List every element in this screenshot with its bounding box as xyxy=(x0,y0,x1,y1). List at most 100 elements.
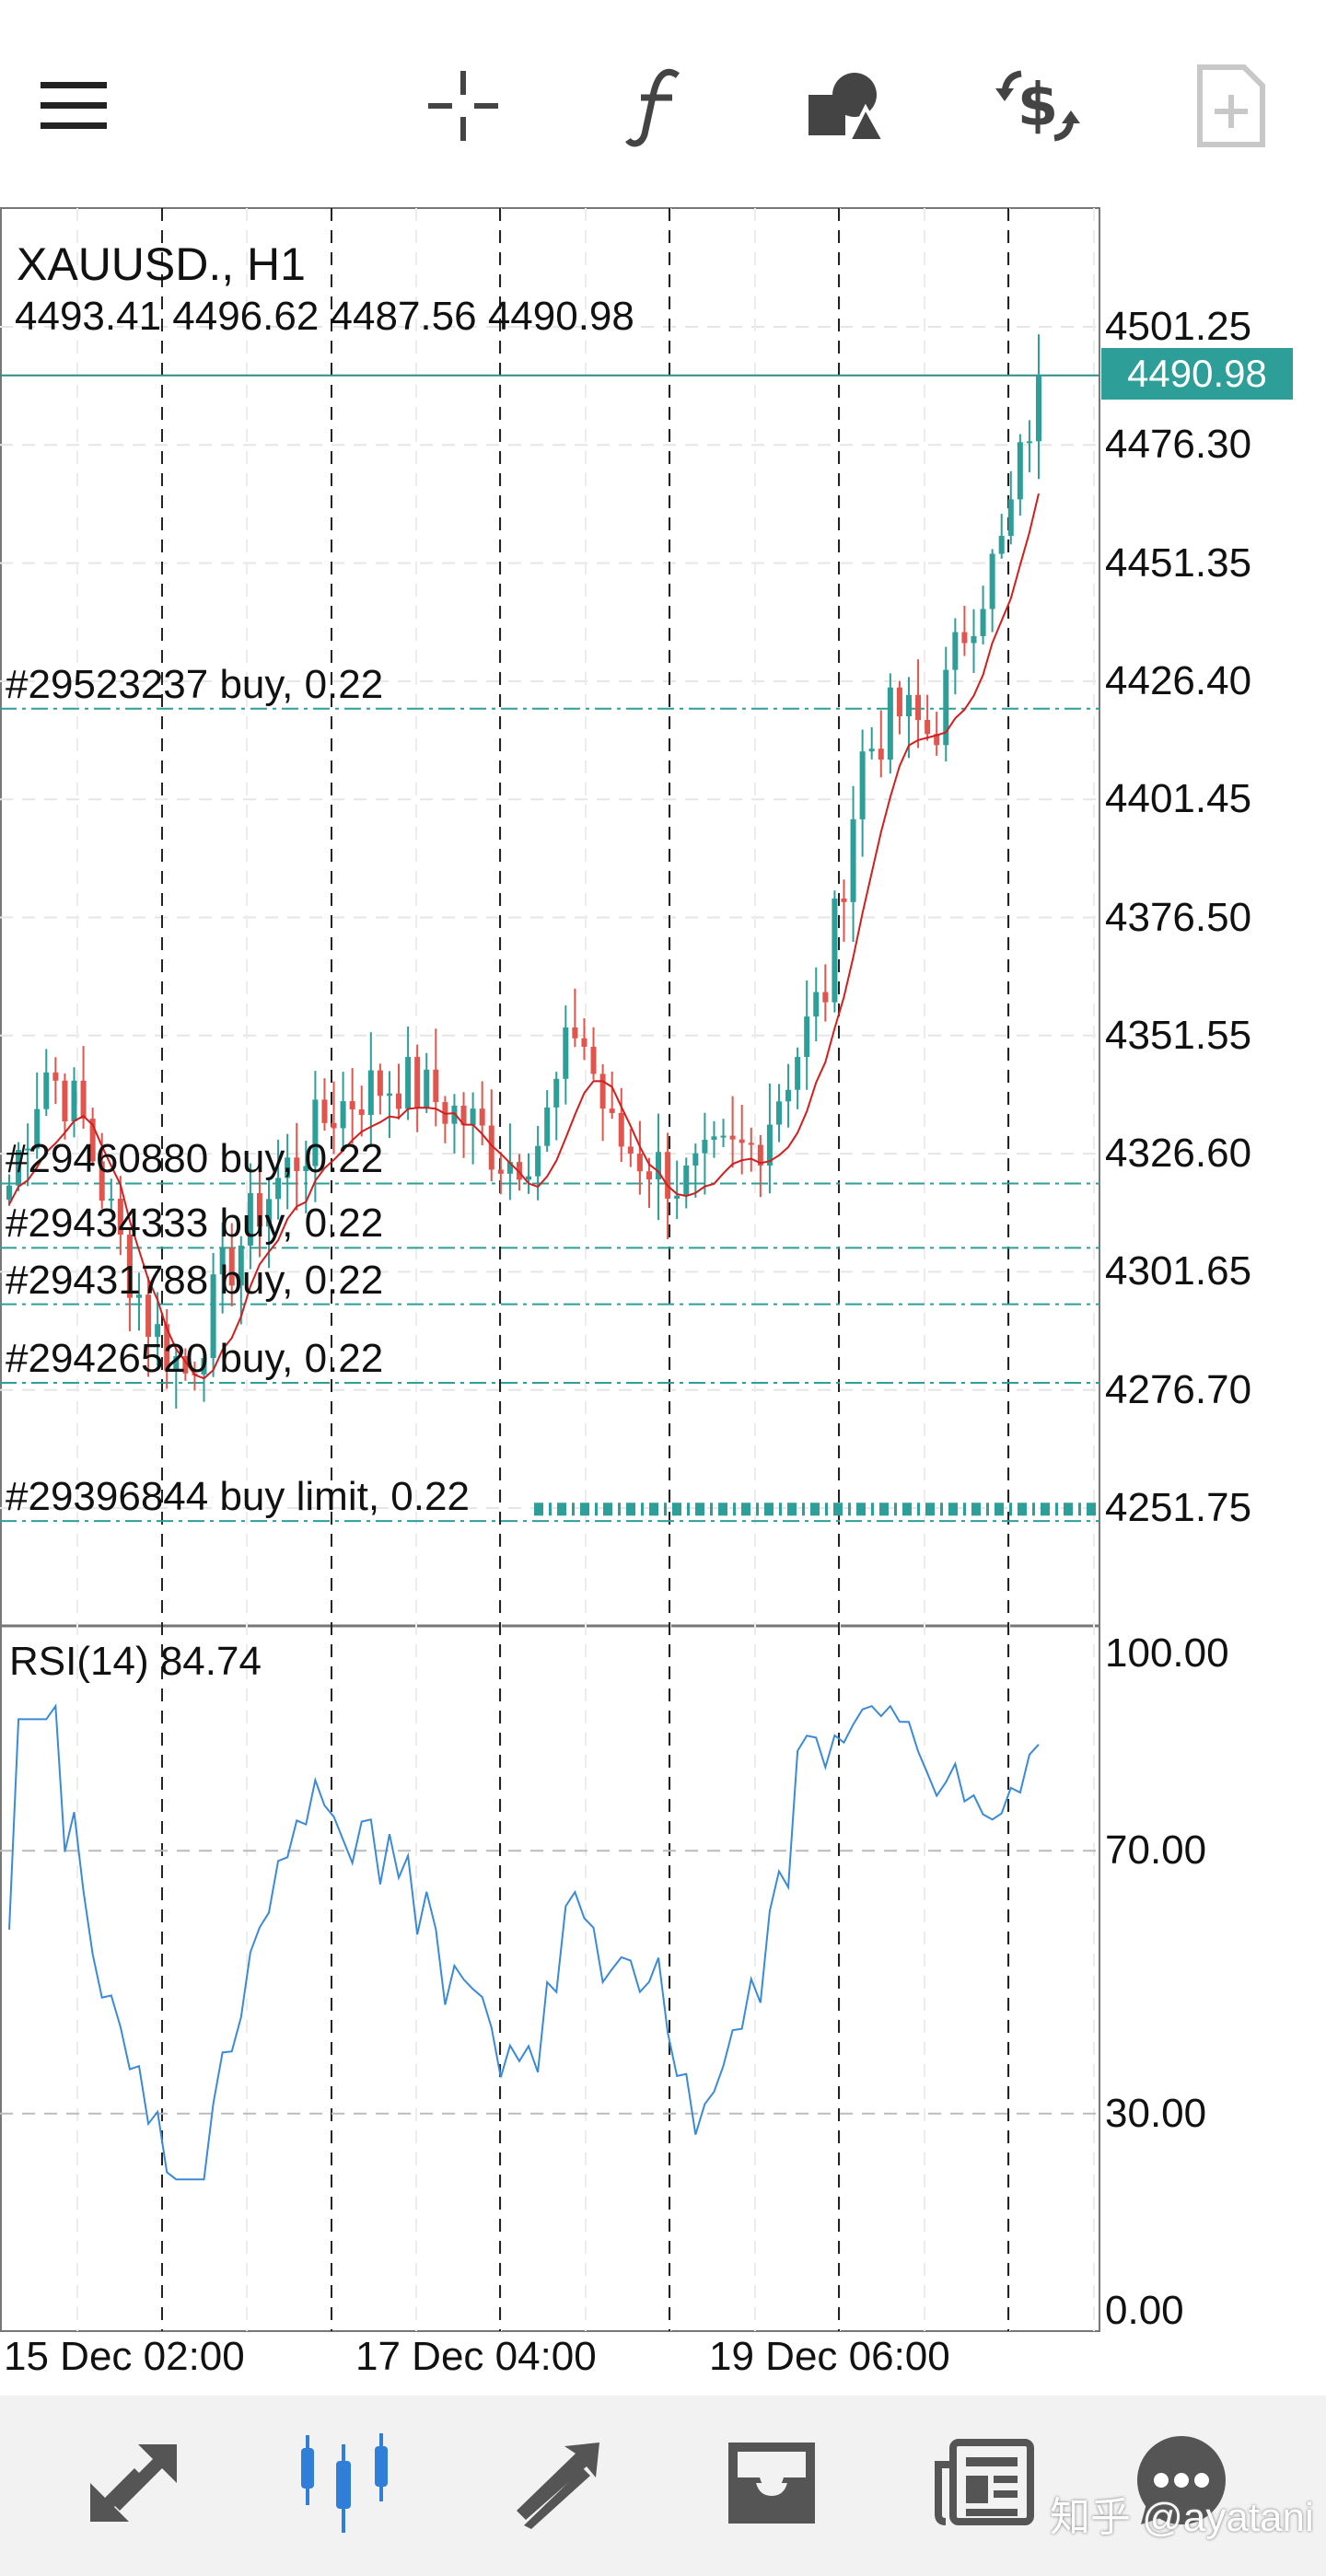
candle-body xyxy=(285,1157,291,1178)
current-price-tag: 4490.98 xyxy=(1101,348,1293,400)
candle-body xyxy=(775,1101,782,1125)
candle-body xyxy=(164,1324,170,1371)
candle-body xyxy=(433,1069,439,1103)
candle-body xyxy=(6,1185,12,1201)
order-label[interactable]: #29460880 buy, 0.22 xyxy=(6,1136,384,1182)
candle-body xyxy=(414,1057,421,1108)
candle-body xyxy=(256,1192,262,1227)
candle-body xyxy=(998,536,1005,554)
new-order-icon[interactable] xyxy=(1181,55,1282,157)
history-icon[interactable] xyxy=(712,2423,832,2543)
price-axis-label: 4451.35 xyxy=(1105,540,1252,586)
price-axis-label: 4376.50 xyxy=(1105,894,1252,940)
candle-body xyxy=(813,992,820,1017)
candle-body xyxy=(52,1072,59,1081)
candle-body xyxy=(71,1080,77,1122)
candle-body xyxy=(832,898,838,1003)
candle-body xyxy=(238,1245,244,1286)
rsi-axis-label: 0.00 xyxy=(1105,2288,1184,2333)
candle-body xyxy=(850,818,856,902)
candle-body xyxy=(739,1139,745,1143)
price-axis-label: 4501.25 xyxy=(1105,304,1252,349)
order-label[interactable]: #29426520 buy, 0.22 xyxy=(6,1335,384,1381)
candle-body xyxy=(711,1136,717,1141)
candle-body xyxy=(228,1247,235,1286)
trade-icon[interactable]: $ xyxy=(987,55,1088,157)
candle-body xyxy=(627,1146,634,1154)
crosshair-icon[interactable] xyxy=(413,55,514,157)
candle-body xyxy=(405,1057,412,1109)
price-chart[interactable] xyxy=(0,0,1326,2394)
candle-body xyxy=(488,1125,494,1170)
price-axis-label: 4326.60 xyxy=(1105,1131,1252,1177)
candle-body xyxy=(795,1057,801,1090)
candle-body xyxy=(340,1101,346,1129)
candle-body xyxy=(155,1324,161,1338)
rsi-label: RSI(14) 84.74 xyxy=(9,1639,262,1684)
candle-body xyxy=(618,1112,624,1147)
candle-body xyxy=(331,1122,337,1129)
candle-body xyxy=(424,1069,430,1108)
order-label[interactable]: #29434333 buy, 0.22 xyxy=(6,1201,384,1247)
candle-body xyxy=(210,1274,216,1359)
candle-body xyxy=(25,1148,31,1151)
candle-body xyxy=(516,1162,522,1180)
top-toolbar: $ xyxy=(0,0,1326,208)
objects-icon[interactable] xyxy=(796,55,897,157)
candle-body xyxy=(1017,442,1023,500)
candle-body xyxy=(656,1152,662,1179)
order-label[interactable]: #29523237 buy, 0.22 xyxy=(6,661,384,707)
price-axis-label: 4251.75 xyxy=(1105,1485,1252,1530)
candle-body xyxy=(303,1166,309,1172)
candle-body xyxy=(396,1093,402,1109)
watermark: 知乎 @ayatani xyxy=(1050,2495,1314,2540)
chat-icon[interactable] xyxy=(1119,2423,1239,2543)
rsi-axis-label: 100.00 xyxy=(1105,1630,1229,1676)
candle-body xyxy=(535,1145,541,1177)
candle-body xyxy=(804,1016,810,1058)
candle-body xyxy=(321,1099,328,1123)
candle-body xyxy=(219,1247,226,1275)
menu-icon[interactable] xyxy=(23,55,124,157)
candle-body xyxy=(506,1162,513,1174)
ohlc-label: 4493.41 4496.62 4487.56 4490.98 xyxy=(15,294,634,339)
candle-body xyxy=(590,1046,597,1074)
chart-frame xyxy=(0,207,1100,2332)
news-icon[interactable] xyxy=(924,2423,1043,2543)
candle-body xyxy=(136,1294,143,1298)
price-axis-label: 4476.30 xyxy=(1105,422,1252,468)
candle-body xyxy=(599,1073,606,1109)
candle-body xyxy=(729,1135,736,1140)
candle-body xyxy=(16,1150,22,1186)
candle-body xyxy=(683,1165,690,1196)
price-axis-label: 4276.70 xyxy=(1105,1366,1252,1412)
candle-body xyxy=(1026,441,1032,444)
chart-icon[interactable] xyxy=(285,2423,405,2543)
candle-body xyxy=(665,1152,671,1199)
trade-icon[interactable] xyxy=(502,2423,622,2543)
candle-body xyxy=(572,1027,578,1039)
order-label[interactable]: #29431788 buy, 0.22 xyxy=(6,1257,384,1303)
candle-body xyxy=(497,1169,504,1174)
candle-body xyxy=(377,1070,383,1097)
quotes-icon[interactable] xyxy=(74,2423,193,2543)
candle-body xyxy=(692,1153,699,1166)
candle-body xyxy=(646,1171,652,1179)
time-label-2: 19 Dec 06:00 xyxy=(709,2334,950,2379)
price-axis-label: 4301.65 xyxy=(1105,1248,1252,1294)
candle-body xyxy=(367,1070,374,1115)
candle-body xyxy=(80,1080,87,1120)
candle-body xyxy=(822,992,829,1003)
candle-body xyxy=(878,748,884,760)
time-label-0: 15 Dec 02:00 xyxy=(4,2334,245,2379)
candle-body xyxy=(173,1356,180,1371)
candle-body xyxy=(99,1161,105,1201)
candle-body xyxy=(915,694,922,721)
price-axis-label: 4351.55 xyxy=(1105,1012,1252,1058)
candle-body xyxy=(1036,375,1041,442)
order-label[interactable]: #29396844 buy limit, 0.22 xyxy=(6,1474,470,1520)
candle-body xyxy=(702,1140,708,1154)
function-icon[interactable] xyxy=(606,55,707,157)
time-label-1: 17 Dec 04:00 xyxy=(355,2334,597,2379)
candle-body xyxy=(451,1105,458,1124)
